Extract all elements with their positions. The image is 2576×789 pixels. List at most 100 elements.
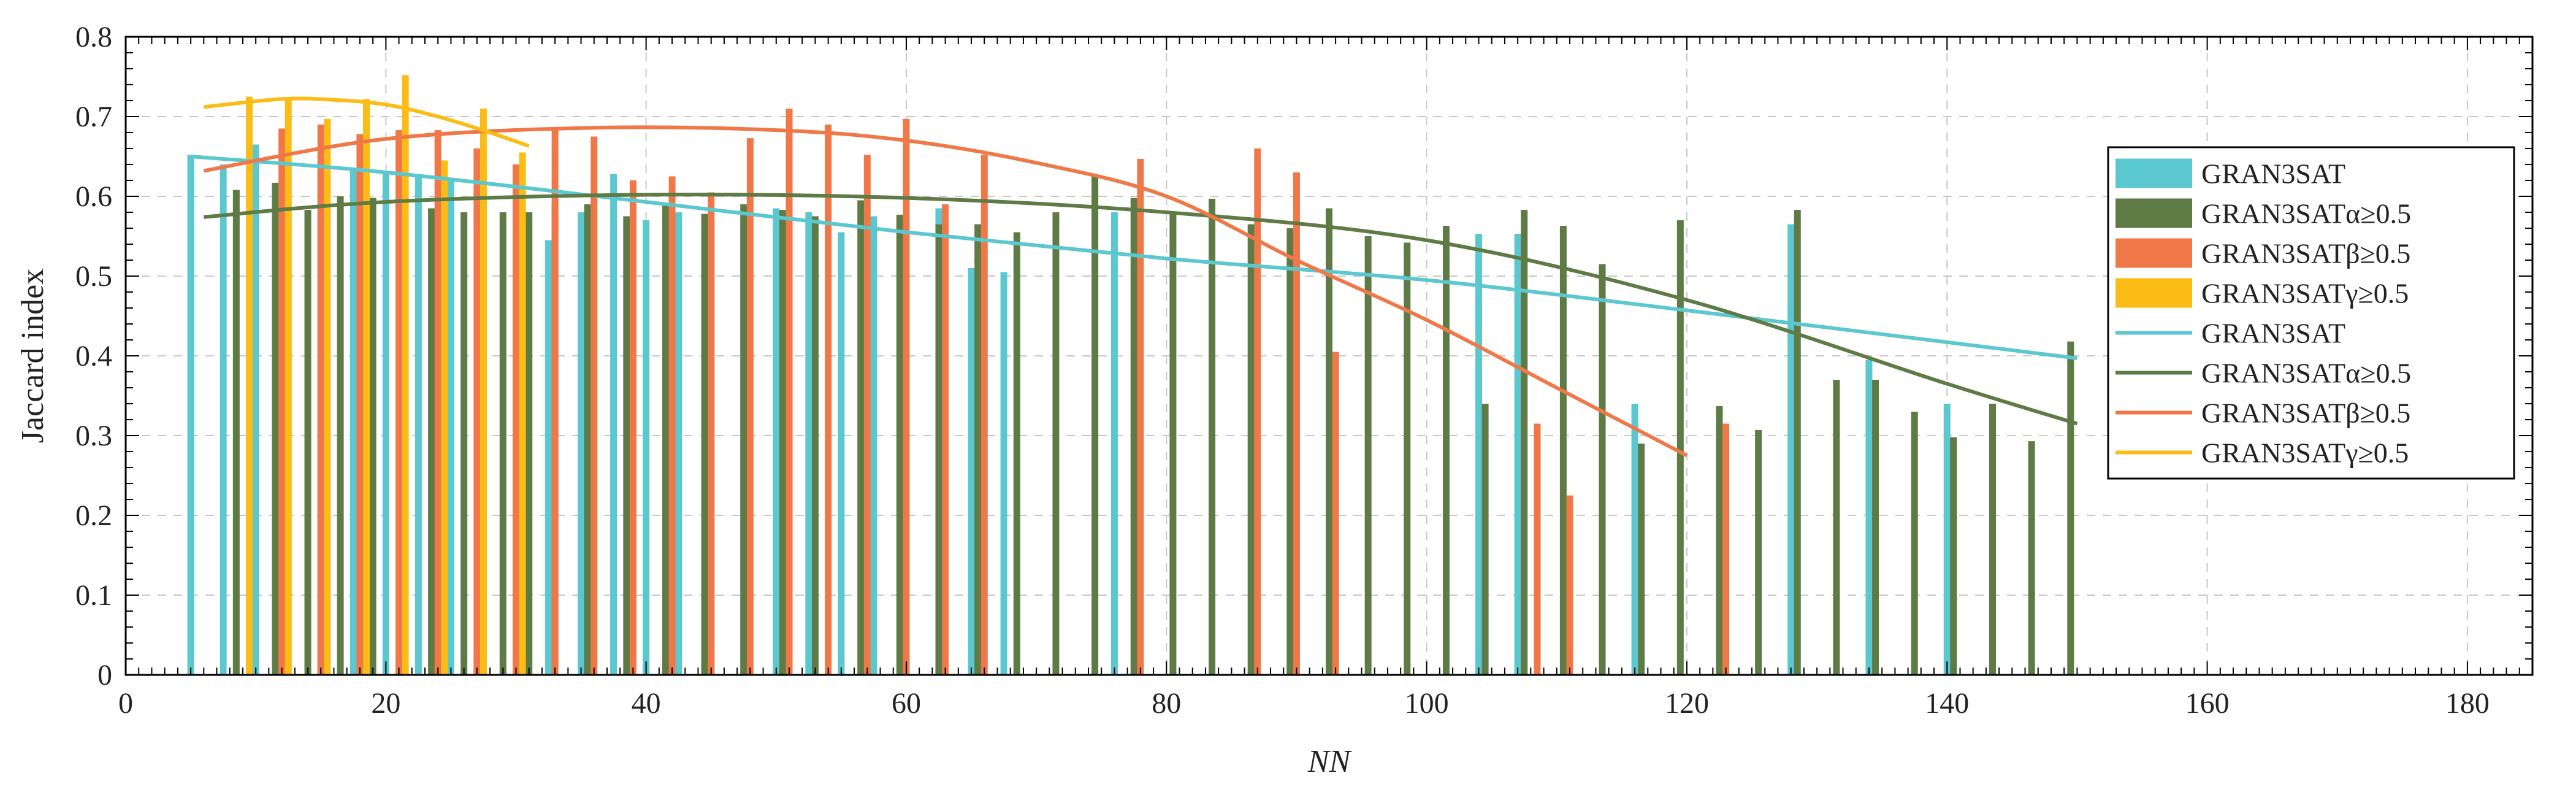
bar-gran3sat-beta — [317, 125, 324, 675]
bar-gran3sat-beta — [1293, 172, 1300, 675]
bar-gran3sat-alpha — [584, 204, 591, 675]
bar-gran3sat — [350, 168, 357, 675]
bar-gran3sat-alpha — [1209, 198, 1216, 675]
bar-gran3sat-alpha — [974, 224, 982, 675]
bar-gran3sat-alpha — [1130, 198, 1137, 675]
bars — [187, 75, 2074, 675]
bar-gran3sat-beta — [668, 176, 676, 675]
bar-gran3sat-beta — [434, 130, 441, 675]
legend-label: GRAN3SATα≥0.5 — [2201, 198, 2411, 229]
bar-gran3sat-beta — [356, 134, 364, 675]
bar-gran3sat-alpha — [1950, 437, 1957, 675]
bar-gran3sat-alpha — [526, 212, 533, 675]
x-tick-label: 40 — [632, 687, 661, 720]
y-tick-label: 0 — [97, 659, 112, 691]
bar-gran3sat-alpha — [1755, 429, 1762, 675]
bar-gran3sat-beta — [825, 125, 832, 675]
bar-gran3sat-alpha — [857, 200, 865, 675]
bar-gran3sat-beta — [903, 118, 910, 675]
bar-gran3sat — [643, 220, 650, 675]
bar-gran3sat-beta — [1566, 495, 1573, 675]
bar-gran3sat-gamma — [324, 118, 331, 675]
y-tick-label: 0.3 — [75, 420, 112, 452]
bar-gran3sat-gamma — [480, 109, 487, 675]
bar-gran3sat-gamma — [519, 152, 526, 675]
legend-label: GRAN3SATβ≥0.5 — [2201, 398, 2410, 429]
line-gran3sat-beta-fit — [203, 125, 1688, 458]
bar-gran3sat — [545, 240, 552, 675]
line-gran3sat-alpha-fit — [204, 193, 2078, 426]
bar-gran3sat-alpha — [1716, 406, 1723, 675]
bar-gran3sat-alpha — [1442, 226, 1450, 675]
bar-gran3sat — [675, 212, 682, 675]
bar-gran3sat-alpha — [701, 214, 708, 675]
legend-label: GRAN3SATγ≥0.5 — [2201, 278, 2409, 309]
bar-gran3sat — [610, 174, 617, 675]
bar-gran3sat-alpha — [2028, 441, 2035, 675]
legend-swatch — [2115, 198, 2192, 228]
bar-gran3sat — [187, 155, 194, 675]
bar-gran3sat-alpha — [1052, 212, 1060, 675]
bar-gran3sat — [252, 144, 259, 675]
y-tick-label: 0.6 — [75, 180, 112, 213]
bar-gran3sat — [1000, 272, 1007, 675]
legend-swatch — [2115, 278, 2192, 308]
bar-gran3sat-alpha — [1911, 412, 1918, 675]
bar-gran3sat-beta — [1722, 423, 1730, 675]
bar-gran3sat — [773, 208, 780, 675]
bar-gran3sat-beta — [1332, 352, 1339, 675]
legend-label: GRAN3SAT — [2201, 158, 2345, 190]
bar-gran3sat-beta — [551, 130, 559, 675]
x-tick-label: 0 — [118, 687, 133, 720]
y-tick-label: 0.1 — [75, 579, 112, 612]
bar-gran3sat-gamma — [441, 160, 448, 675]
line-gran3sat-fit — [190, 155, 2077, 360]
bar-gran3sat-beta — [629, 180, 636, 675]
bar-gran3sat-alpha — [1794, 210, 1801, 675]
legend-box — [2107, 146, 2515, 480]
bar-gran3sat-beta — [980, 155, 988, 675]
x-axis-title: NN — [1307, 744, 1353, 779]
bar-gran3sat-alpha — [1481, 404, 1489, 675]
bar-gran3sat-beta — [590, 136, 598, 675]
bar-gran3sat-alpha — [369, 198, 376, 675]
bar-gran3sat-alpha — [1989, 404, 1997, 675]
bar-gran3sat-gamma — [246, 96, 253, 675]
legend-label: GRAN3SATα≥0.5 — [2201, 358, 2411, 389]
trend-lines — [190, 96, 2078, 458]
bar-gran3sat — [805, 212, 812, 675]
bar-gran3sat-alpha — [1521, 210, 1528, 675]
bar-gran3sat-alpha — [1833, 380, 1840, 675]
bar-gran3sat-beta — [512, 164, 519, 675]
bar-gran3sat-alpha — [461, 212, 468, 675]
y-axis-title: Jaccard index — [15, 269, 50, 443]
legend-swatch — [2115, 238, 2192, 268]
legend-swatch — [2115, 158, 2192, 188]
legend-label: GRAN3SATγ≥0.5 — [2201, 437, 2409, 469]
bar-gran3sat-alpha — [935, 224, 942, 675]
bar-gran3sat-alpha — [428, 208, 435, 675]
bar-gran3sat-alpha — [2067, 341, 2074, 675]
y-tick-label: 0.8 — [75, 21, 112, 53]
bar-gran3sat-alpha — [1638, 444, 1645, 675]
bar-gran3sat — [968, 268, 975, 675]
bar-gran3sat-alpha — [272, 182, 279, 675]
bar-gran3sat-gamma — [285, 99, 292, 675]
bar-gran3sat-gamma — [363, 99, 370, 675]
bar-gran3sat — [382, 172, 389, 675]
axis-ticks — [125, 36, 2533, 675]
bar-gran3sat-alpha — [1559, 226, 1567, 675]
bar-gran3sat-beta — [1137, 158, 1144, 675]
y-tick-label: 0.4 — [75, 340, 112, 372]
x-tick-label: 180 — [2445, 687, 2490, 720]
bar-gran3sat-alpha — [740, 204, 747, 675]
bar-gran3sat-alpha — [1404, 242, 1411, 675]
bar-gran3sat-alpha — [1872, 380, 1879, 675]
x-tick-label: 60 — [892, 687, 921, 720]
bar-gran3sat-alpha — [896, 214, 903, 675]
bar-gran3sat-alpha — [1169, 214, 1177, 675]
bar-gran3sat-alpha — [623, 216, 630, 675]
bar-gran3sat-alpha — [1326, 208, 1332, 675]
bar-gran3sat — [838, 232, 845, 675]
x-tick-label: 20 — [371, 687, 400, 720]
